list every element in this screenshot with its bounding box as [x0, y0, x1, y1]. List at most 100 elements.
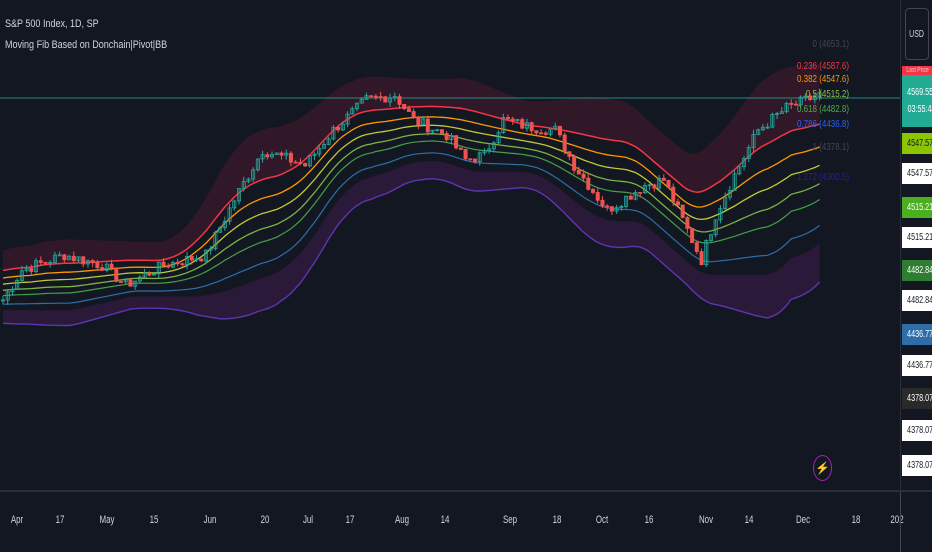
fib-line-0-236 [2, 105, 820, 272]
candle-up [255, 158, 260, 171]
candle-up [812, 96, 817, 101]
candle-down [166, 265, 171, 268]
candle-up [312, 153, 317, 156]
candle-down [468, 158, 473, 161]
candle-up [496, 132, 501, 144]
candle-down [71, 255, 76, 261]
candle-down [510, 118, 515, 122]
currency-button[interactable]: USD [905, 8, 929, 60]
time-label: 16 [644, 514, 654, 526]
candle-down [543, 132, 548, 135]
candle-down [789, 102, 794, 105]
candle-down [265, 154, 270, 158]
price-label: 4569.55 [902, 75, 932, 100]
fib-level-label: 0.5 (4515.2) [806, 88, 849, 99]
fib-line-0-382 [2, 116, 820, 279]
time-label: Sep [502, 514, 518, 526]
candle-up [345, 113, 350, 125]
candle-up [350, 108, 355, 115]
candle-up [718, 208, 723, 221]
candle-down [520, 119, 525, 129]
candle-down [81, 256, 86, 265]
fib-line-0-7 [2, 140, 820, 297]
candle-up [232, 200, 237, 209]
indicator-legend[interactable]: Moving Fib Based on Donchain|Pivot|BB [5, 39, 168, 51]
candle-up [24, 267, 29, 272]
candle-down [147, 272, 152, 276]
candle-down [694, 242, 699, 252]
candle-down [62, 254, 67, 261]
price-chart[interactable]: 0 (4653.1) 0.236 (4587.6) 0.382 (4547.6) 0.… [0, 0, 900, 490]
price-label: 4515.21 [902, 227, 932, 248]
candle-up [241, 181, 246, 189]
candle-up [222, 220, 227, 229]
candle-up [614, 207, 619, 212]
candle-up [317, 147, 322, 155]
candle-up [524, 122, 529, 129]
candle-up [5, 291, 10, 301]
time-label: 14 [744, 514, 754, 526]
candle-up [284, 152, 289, 156]
candle-down [576, 169, 581, 175]
candle-up [194, 258, 199, 261]
candle-up [364, 95, 369, 100]
candle-up [227, 207, 232, 222]
price-label: 4378.07 [902, 455, 932, 476]
candle-up [803, 95, 808, 98]
fib-level-label: 1 (4378.1) [813, 141, 849, 152]
candle-up [156, 261, 161, 275]
candle-up [704, 240, 709, 266]
lightning-icon[interactable]: ⚡ [813, 455, 832, 481]
candle-up [34, 260, 39, 272]
candle-down [572, 156, 577, 171]
candle-up [723, 196, 728, 209]
candle-down [29, 267, 34, 272]
candle-up [52, 254, 57, 263]
time-label: Oct [595, 514, 609, 526]
candle-down [100, 267, 105, 271]
candle-up [246, 178, 251, 182]
candle-down [454, 135, 459, 149]
candle-down [661, 177, 666, 181]
candle-down [699, 251, 704, 266]
candle-down [378, 96, 383, 99]
fib-level-label: 0.786 (4436.8) [797, 118, 849, 129]
candle-down [793, 103, 798, 106]
candle-down [529, 122, 534, 132]
candle-down [161, 261, 166, 267]
candle-down [373, 95, 378, 98]
candle-up [619, 206, 624, 209]
price-label: 4482.84 [902, 290, 932, 311]
candle-down [690, 228, 695, 244]
candle-up [548, 128, 553, 135]
candle-down [458, 147, 463, 150]
candle-up [137, 276, 142, 282]
time-axis[interactable]: Apr 17 May 15 Jun 20 Jul 17 Aug 14 Sep 18 Oct 16 Nov 14… [0, 490, 932, 552]
candle-up [642, 185, 647, 194]
candle-up [236, 188, 241, 202]
candle-up [647, 184, 652, 187]
fib-level-label: 1.272 (4300.5) [797, 171, 849, 182]
fib-level-label: 0.236 (4587.6) [797, 60, 849, 71]
candle-down [402, 104, 407, 110]
time-label: Apr [10, 514, 24, 526]
candle-down [463, 148, 468, 160]
candle-down [43, 261, 48, 264]
candle-up [142, 272, 147, 278]
candle-up [491, 142, 496, 150]
candle-up [798, 96, 803, 106]
candle-up [624, 195, 629, 207]
candle-up [477, 152, 482, 163]
candle-down [539, 132, 544, 135]
fib-level-label: 0 (4653.1) [813, 38, 849, 49]
candle-up [10, 288, 15, 293]
candle-up [170, 261, 175, 268]
candle-down [279, 152, 284, 156]
time-label: Dec [795, 514, 811, 526]
candle-down [180, 263, 185, 266]
candle-up [85, 260, 90, 265]
time-label: Aug [394, 514, 410, 526]
candle-up [779, 111, 784, 114]
candle-down [671, 186, 676, 203]
